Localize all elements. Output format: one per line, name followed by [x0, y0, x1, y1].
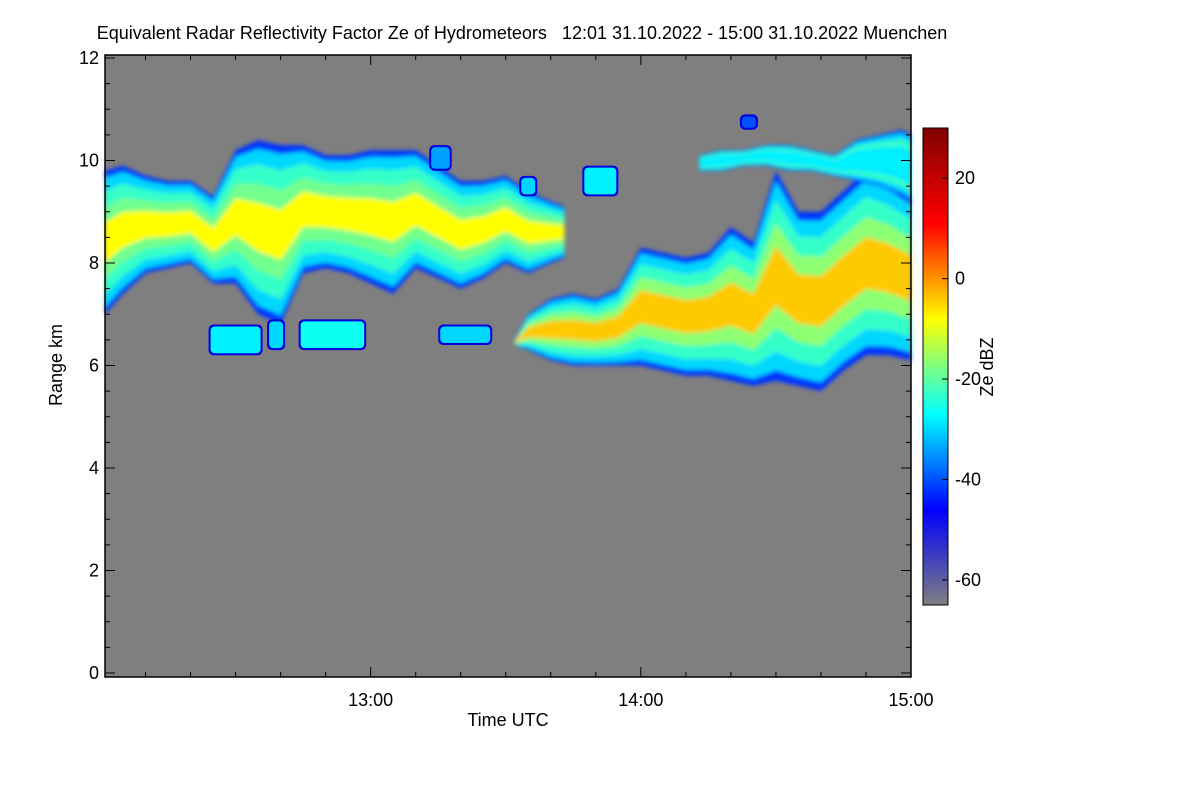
- small-patch-group: [208, 114, 758, 356]
- y-tick-label: 10: [79, 151, 99, 171]
- colorbar-tick-label: 20: [955, 168, 975, 188]
- colorbar-tick-label: -60: [955, 570, 981, 590]
- colorbar-tick-label: -40: [955, 469, 981, 489]
- y-tick-label: 8: [89, 253, 99, 273]
- y-axis: 0 2 4 6 8 10 12: [79, 48, 911, 683]
- y-tick-label: 0: [89, 663, 99, 683]
- x-axis: 13:00 14:00 15:00: [145, 55, 934, 710]
- cloud-patch: [521, 177, 536, 195]
- x-tick-label: 14:00: [618, 690, 663, 710]
- y-tick-label: 4: [89, 458, 99, 478]
- cloud-patch: [300, 321, 365, 349]
- colorbar-tick-label: -20: [955, 369, 981, 389]
- x-tick-label: 15:00: [888, 690, 933, 710]
- cloud-patch: [584, 167, 617, 195]
- cloud-patch: [741, 116, 756, 128]
- cloud-patch: [431, 147, 450, 169]
- cloud-patch: [269, 321, 284, 349]
- cloud-patch: [210, 326, 261, 354]
- y-tick-label: 12: [79, 48, 99, 68]
- colorbar-ticks: 20 0 -20 -40 -60: [942, 168, 981, 590]
- y-tick-label: 2: [89, 561, 99, 581]
- x-axis-label: Time UTC: [467, 710, 548, 730]
- colorbar: [922, 127, 949, 606]
- cloud-band-upper-cloud-left: [105, 191, 565, 263]
- cloud-layer-group: [105, 129, 911, 392]
- x-tick-label: 13:00: [348, 690, 393, 710]
- cloud-band-upper-cloud-right-thin: [699, 152, 911, 178]
- cloud-band-lower-cloud-right: [514, 237, 911, 344]
- colorbar-label: Ze dBZ: [977, 337, 997, 396]
- colorbar-tick-label: 0: [955, 269, 965, 289]
- y-axis-label: Range km: [46, 324, 66, 406]
- y-tick-label: 6: [89, 356, 99, 376]
- cloud-patch: [440, 326, 491, 343]
- chart-title: Equivalent Radar Reflectivity Factor Ze …: [97, 23, 948, 43]
